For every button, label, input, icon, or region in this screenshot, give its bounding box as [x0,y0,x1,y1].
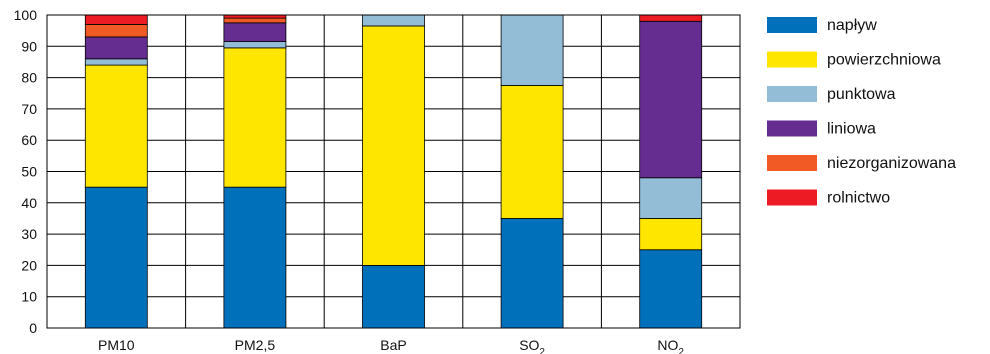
legend-label: napływ [827,17,877,34]
bar-stacks [84,14,703,329]
legend: napływ powierzchniowa punktowa liniowa niezo… [767,17,956,207]
legend-label: punktowa [827,86,896,103]
x-tick-label: PM2,5 [235,337,276,353]
y-tick-label: 50 [21,164,37,180]
x-tick-label: NO2 [657,337,684,354]
bar-segment [84,64,148,188]
legend-swatch [767,189,817,206]
bar-segment [639,218,703,251]
x-axis-tick-labels: PM10 PM2,5 BaP SO2 NO2 [98,337,684,354]
y-tick-label: 60 [21,132,37,148]
bar-segment [84,23,148,38]
x-tick-label: SO2 [519,337,545,354]
x-tick-label: BaP [380,337,406,353]
bar-segment [223,186,287,329]
bar-segment [223,17,287,24]
bar-segment [223,41,287,49]
y-tick-label: 10 [21,289,37,305]
y-tick-label: 30 [21,226,37,242]
bar-segment [362,25,425,266]
legend-label: powierzchniowa [827,52,941,69]
y-tick-label: 80 [21,70,37,86]
bar-segment [639,14,703,22]
legend-swatch [767,86,817,102]
y-tick-label: 20 [21,257,37,273]
x-tick-label: PM10 [98,337,135,353]
bar-segment [84,14,148,25]
bar-segment [84,36,148,60]
legend-swatch [767,51,817,68]
legend-label: niezorganizowana [827,155,956,172]
bar-segment [500,218,564,329]
legend-label: rolnictwo [827,190,890,207]
legend-swatch [767,17,817,33]
bar-segment [639,249,703,329]
bar-segment [84,186,148,329]
bar-segment [500,85,564,219]
bar-segment [639,177,703,219]
y-axis-tick-labels: 0 10 20 30 40 50 60 70 80 90 100 [14,7,38,336]
bar-segment [500,14,564,86]
bar-segment [84,58,148,66]
y-tick-label: 90 [21,38,37,54]
bar-segment [362,14,425,27]
bar-segment [362,264,425,329]
bar-segment [223,47,287,188]
legend-swatch [767,155,817,171]
y-tick-label: 0 [29,320,37,336]
bar-segment [639,20,703,179]
y-tick-label: 40 [21,195,37,211]
plot-frame [46,14,741,329]
y-tick-label: 100 [14,7,38,23]
legend-label: liniowa [827,121,876,138]
y-tick-label: 70 [21,101,37,117]
legend-swatch [767,120,817,137]
bar-segment [223,22,287,43]
